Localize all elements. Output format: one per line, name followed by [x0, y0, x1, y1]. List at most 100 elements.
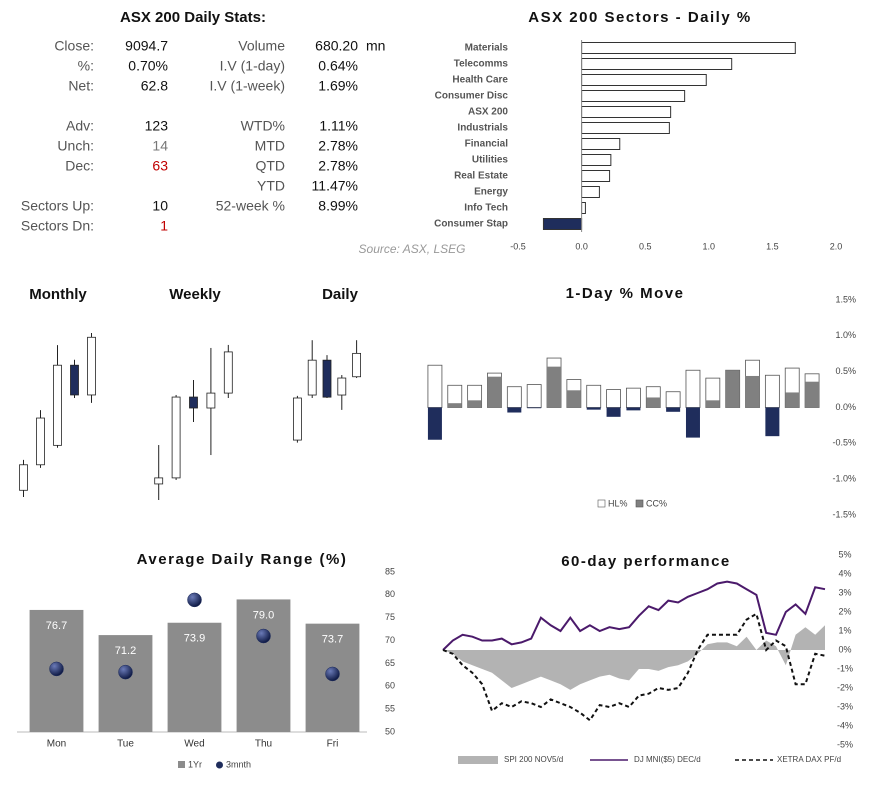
candle-body	[307, 359, 317, 396]
bar	[167, 622, 222, 732]
candle-body	[171, 396, 181, 479]
y-tick-label: 1%	[838, 625, 851, 635]
bar	[685, 407, 700, 438]
category-label: Consumer Disc	[435, 91, 509, 102]
bar	[581, 42, 796, 54]
bar	[725, 370, 740, 408]
category-label: Real Estate	[454, 171, 508, 182]
stat-label: QTD	[255, 158, 285, 174]
stat-value: 0.64%	[318, 58, 358, 74]
bar	[526, 384, 542, 408]
x-tick-label: 0.5	[639, 241, 652, 251]
legend-swatch	[635, 499, 644, 508]
bar	[427, 407, 442, 440]
value-label: 73.7	[322, 634, 343, 646]
area	[443, 625, 825, 690]
candle-body	[223, 351, 233, 394]
y-tick-label: -2%	[837, 682, 853, 692]
dot	[325, 666, 340, 682]
y-tick-label: 0%	[838, 644, 851, 654]
candle-body	[36, 417, 45, 466]
bar	[606, 407, 621, 417]
bar	[765, 407, 780, 437]
bar	[581, 106, 672, 118]
bar	[581, 90, 686, 102]
y-tick-label: 60	[385, 681, 395, 691]
bar	[566, 390, 581, 408]
category-label: Info Tech	[464, 203, 508, 214]
category-label: Telecomms	[454, 59, 509, 70]
bar	[586, 407, 601, 410]
bar	[581, 74, 707, 86]
x-tick-label: 1.0	[703, 241, 716, 251]
dot	[256, 628, 271, 644]
x-tick-label: -0.5	[510, 241, 526, 251]
bar	[581, 154, 612, 166]
category-label: Industrials	[457, 123, 508, 134]
bar	[606, 389, 621, 408]
legend-label: SPI 200 NOV5/d	[504, 755, 563, 764]
stat-unit: mn	[366, 38, 385, 54]
bar	[586, 384, 602, 408]
stat-value: 8.99%	[318, 198, 358, 214]
legend-label: DJ MNI($5) DEC/d	[634, 755, 701, 764]
y-tick-label: -1.5%	[832, 509, 856, 519]
chart-title: Monthly	[29, 286, 87, 303]
stat-value: 0.70%	[128, 58, 168, 74]
y-tick-label: -3%	[837, 701, 853, 711]
candle-body	[70, 364, 79, 396]
x-tick-label: 1.5	[766, 241, 779, 251]
candle-body	[19, 464, 28, 491]
candle-body	[337, 377, 347, 396]
stat-label: Sectors Up:	[21, 198, 94, 214]
category-label: Consumer Stap	[434, 219, 508, 230]
stat-label: YTD	[257, 178, 285, 194]
stat-value: 9094.7	[125, 38, 168, 54]
chart-title: Weekly	[169, 286, 221, 303]
legend-label: HL%	[608, 498, 628, 508]
stat-label: Adv:	[66, 118, 94, 134]
value-label: 79.0	[253, 609, 274, 621]
y-tick-label: 1.5%	[835, 294, 856, 304]
legend-label: XETRA DAX PF/d	[777, 755, 841, 764]
y-tick-label: 55	[385, 704, 395, 714]
stat-value: 2.78%	[318, 158, 358, 174]
x-tick-label: Mon	[47, 739, 66, 750]
y-tick-label: 85	[385, 566, 395, 576]
y-tick-label: 50	[385, 726, 395, 736]
bar	[646, 397, 661, 408]
value-label: 71.2	[115, 645, 136, 657]
bar	[447, 403, 462, 408]
line	[442, 612, 826, 722]
stat-value: 10	[152, 198, 168, 214]
stat-value: 1.69%	[318, 78, 358, 94]
source-note: Source: ASX, LSEG	[359, 242, 466, 256]
candle-body	[154, 477, 164, 485]
y-tick-label: -1.0%	[832, 474, 856, 484]
x-tick-label: 2.0	[830, 241, 843, 251]
legend-swatch	[597, 499, 606, 508]
x-tick-label: Tue	[117, 739, 134, 750]
category-label: Health Care	[452, 75, 508, 86]
bar	[581, 138, 621, 150]
bar	[236, 599, 291, 732]
candle-body	[322, 359, 332, 398]
stat-value: 1.11%	[319, 118, 358, 134]
bar	[581, 122, 670, 134]
candle-body	[352, 352, 362, 378]
legend-swatch	[178, 761, 185, 768]
bar	[542, 218, 583, 230]
legend-swatch	[458, 756, 498, 764]
stat-value: 1	[160, 218, 168, 234]
y-tick-label: 1.0%	[835, 330, 856, 340]
stat-label: Sectors Dn:	[21, 218, 94, 234]
y-tick-label: -0.5%	[832, 438, 856, 448]
legend-label: 1Yr	[188, 759, 202, 769]
x-tick-label: Wed	[184, 739, 204, 750]
bar	[581, 186, 600, 198]
bar	[581, 58, 733, 70]
legend-swatch	[216, 761, 223, 769]
y-tick-label: -1%	[837, 663, 853, 673]
candle-body	[292, 397, 302, 441]
